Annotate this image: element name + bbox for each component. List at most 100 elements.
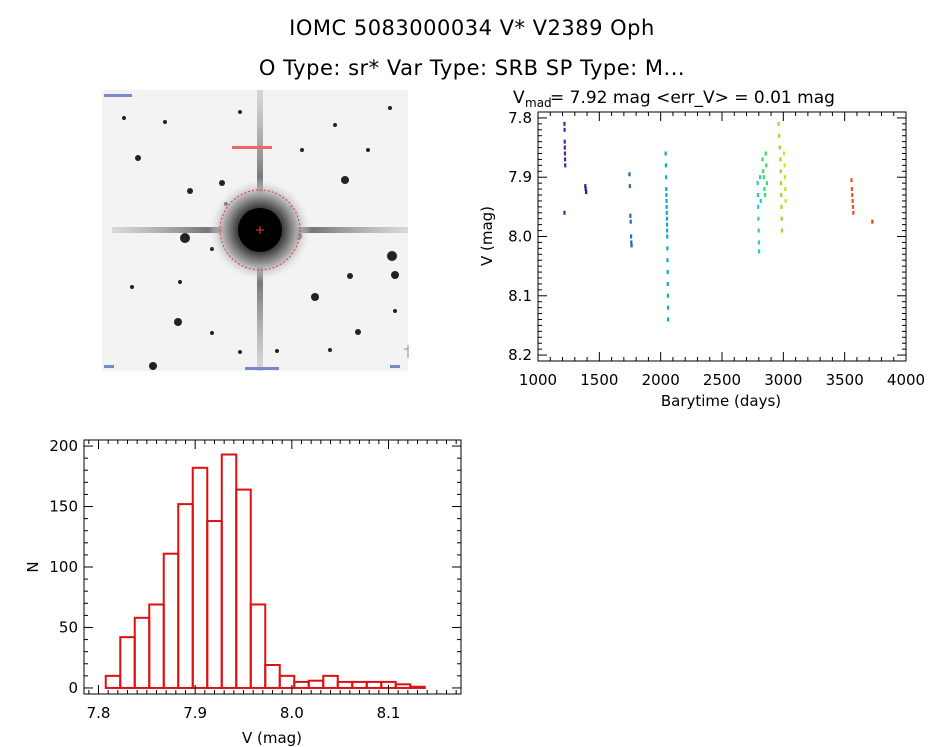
- lightcurve-point: [630, 240, 633, 245]
- histogram-xtick-label: 8.0: [280, 704, 304, 722]
- lightcurve-point: [778, 145, 781, 150]
- lightcurve-ytick-label: 7.8: [508, 109, 532, 127]
- lightcurve-point: [629, 234, 633, 239]
- field-star: [300, 148, 304, 152]
- lightcurve-point: [783, 175, 787, 180]
- lightcurve-point: [563, 127, 566, 132]
- histogram-xtick-label: 8.1: [377, 704, 401, 722]
- lightcurve-point: [779, 169, 782, 174]
- lightcurve-point: [780, 228, 784, 233]
- lightcurve-point: [665, 175, 668, 180]
- histogram-bar: [104, 674, 122, 689]
- field-star: [275, 349, 279, 353]
- lightcurve-point: [563, 121, 566, 126]
- histogram-ytick-label: 0: [68, 679, 78, 697]
- lightcurve-point: [665, 210, 668, 215]
- histogram-axes-frame: [83, 439, 462, 695]
- histogram-bar: [177, 503, 194, 689]
- lightcurve-point: [779, 157, 782, 162]
- lightcurve-point: [666, 246, 669, 251]
- lightcurve-stat-text: = 7.92 mag <err_V> = 0.01 mag: [550, 88, 835, 108]
- lightcurve-point: [764, 151, 767, 156]
- lightcurve-point: [666, 270, 669, 275]
- field-star: [311, 293, 319, 301]
- lightcurve-point: [757, 216, 760, 221]
- lightcurve-point: [666, 258, 669, 263]
- lightcurve-point: [783, 163, 786, 168]
- field-star: [122, 116, 126, 120]
- lightcurve-ytick-label: 7.9: [508, 168, 532, 186]
- lightcurve-point: [784, 198, 787, 203]
- histogram-bar: [322, 674, 339, 689]
- lightcurve-point: [763, 187, 766, 192]
- field-star: [238, 110, 242, 114]
- lightcurve-point: [585, 190, 588, 195]
- histogram-bar: [133, 616, 151, 689]
- lightcurve-xtick-label: 2500: [703, 371, 741, 389]
- histogram-bar: [148, 603, 165, 689]
- lightcurve-point: [850, 187, 853, 192]
- figure-title: IOMC 5083000034 V* V2389 Oph: [289, 16, 655, 40]
- lightcurve-point: [779, 181, 783, 186]
- histogram-bar: [409, 685, 426, 689]
- lightcurve-xtick-label: 4000: [887, 371, 925, 389]
- field-star: [347, 273, 353, 279]
- field-star: [187, 188, 193, 194]
- field-star: [130, 285, 134, 289]
- histogram-bar: [365, 680, 383, 689]
- field-star: [393, 309, 397, 313]
- lightcurve-point: [563, 210, 566, 215]
- aperture-circle: [219, 189, 301, 271]
- lightcurve-point: [584, 187, 587, 192]
- histogram-ytick-label: 100: [49, 558, 78, 576]
- lightcurve-point: [782, 151, 786, 156]
- histogram-xtick-label: 7.8: [87, 704, 111, 722]
- lightcurve-point: [780, 204, 783, 209]
- lightcurve-point: [564, 163, 567, 168]
- lightcurve-ytick-label: 8.0: [508, 228, 532, 246]
- histogram-bar: [307, 679, 325, 689]
- lightcurve-point: [630, 243, 633, 248]
- lightcurve-point: [665, 216, 668, 221]
- field-star: [355, 329, 361, 335]
- histogram-bar: [249, 603, 267, 689]
- lightcurve-point: [762, 169, 765, 174]
- lightcurve-point: [756, 193, 760, 197]
- lightcurve-point: [780, 216, 783, 221]
- lightcurve-ylabel: V (mag): [478, 206, 496, 266]
- lightcurve-point: [851, 198, 854, 203]
- lightcurve-xtick-label: 2000: [642, 371, 680, 389]
- lightcurve-point: [777, 121, 780, 126]
- lightcurve-xlabel: Barytime (days): [661, 392, 781, 410]
- lightcurve-point: [665, 204, 668, 209]
- lightcurve-point: [762, 175, 765, 180]
- histogram-bar: [351, 680, 368, 689]
- field-star: [135, 155, 141, 161]
- lightcurve-point: [666, 228, 669, 233]
- histogram-xtick-label: 7.9: [183, 704, 207, 722]
- field-star: [238, 350, 242, 354]
- histogram-ytick-label: 150: [49, 498, 78, 516]
- lightcurve-point: [629, 219, 632, 224]
- field-star: [163, 120, 167, 124]
- figure-subtitle: O Type: sr* Var Type: SRB SP Type: M...: [258, 56, 686, 80]
- lightcurve-point: [629, 213, 632, 218]
- lightcurve-point: [758, 249, 761, 254]
- lightcurve-point: [850, 178, 853, 183]
- lightcurve-point: [563, 157, 567, 162]
- field-star: [328, 348, 332, 352]
- lightcurve-point: [757, 204, 760, 209]
- lightcurve-point: [757, 240, 760, 245]
- lightcurve-point: [666, 281, 669, 286]
- lightcurve-ytick-label: 8.1: [508, 287, 532, 305]
- histogram-ylabel: N: [24, 561, 42, 572]
- lightcurve-point: [763, 193, 767, 197]
- histogram-bar: [162, 552, 180, 689]
- field-star: [219, 180, 225, 186]
- lightcurve-point: [765, 181, 768, 186]
- lightcurve-panel: V mad = 7.92 mag <err_V> = 0.01 mag 1000…: [478, 88, 925, 410]
- lightcurve-point: [780, 193, 783, 197]
- lightcurve-point: [664, 163, 668, 168]
- lightcurve-point: [852, 210, 855, 215]
